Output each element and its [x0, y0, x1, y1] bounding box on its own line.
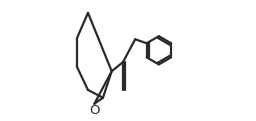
Text: O: O [89, 104, 100, 117]
